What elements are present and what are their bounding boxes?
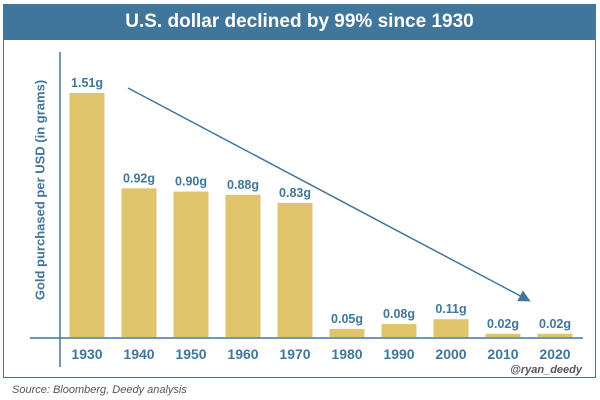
data-label: 0.92g (123, 171, 155, 185)
bar-1940 (121, 188, 157, 337)
y-axis-label: Gold purchased per USD (in grams) (32, 79, 48, 301)
data-label: 0.90g (175, 175, 207, 189)
bar-2000 (433, 319, 469, 337)
data-label: 0.83g (279, 186, 311, 200)
bar-1950 (173, 191, 209, 337)
bar-1990 (381, 324, 417, 337)
data-label: 0.02g (539, 317, 571, 331)
data-label: 0.11g (435, 302, 466, 316)
x-tick-label: 1930 (71, 346, 102, 362)
source-note: Source: Bloomberg, Deedy analysis (12, 384, 187, 396)
x-tick-label: 1980 (331, 346, 362, 362)
chart-title: U.S. dollar declined by 99% since 1930 (3, 4, 596, 40)
trend-arrow (127, 87, 531, 302)
x-tick-label: 1940 (123, 346, 154, 362)
watermark: @ryan_deedy (510, 364, 582, 376)
bar-1970 (277, 202, 313, 337)
data-label: 0.02g (487, 317, 519, 331)
x-tick-label: 2020 (539, 346, 570, 362)
x-tick-label: 1950 (175, 346, 206, 362)
data-label: 0.05g (331, 312, 363, 326)
x-tick-label: 2010 (487, 346, 518, 362)
bar-1930 (69, 93, 105, 337)
bar-2020 (537, 333, 573, 337)
bar-2010 (485, 333, 521, 337)
x-tick-label: 1960 (227, 346, 258, 362)
data-label: 0.88g (227, 178, 259, 192)
bar-1980 (329, 328, 365, 337)
data-label: 0.08g (383, 307, 415, 321)
x-tick-label: 1970 (279, 346, 310, 362)
bar-1960 (225, 194, 261, 337)
x-tick-label: 2000 (435, 346, 466, 362)
x-tick-label: 1990 (383, 346, 414, 362)
data-label: 1.51g (71, 76, 103, 90)
